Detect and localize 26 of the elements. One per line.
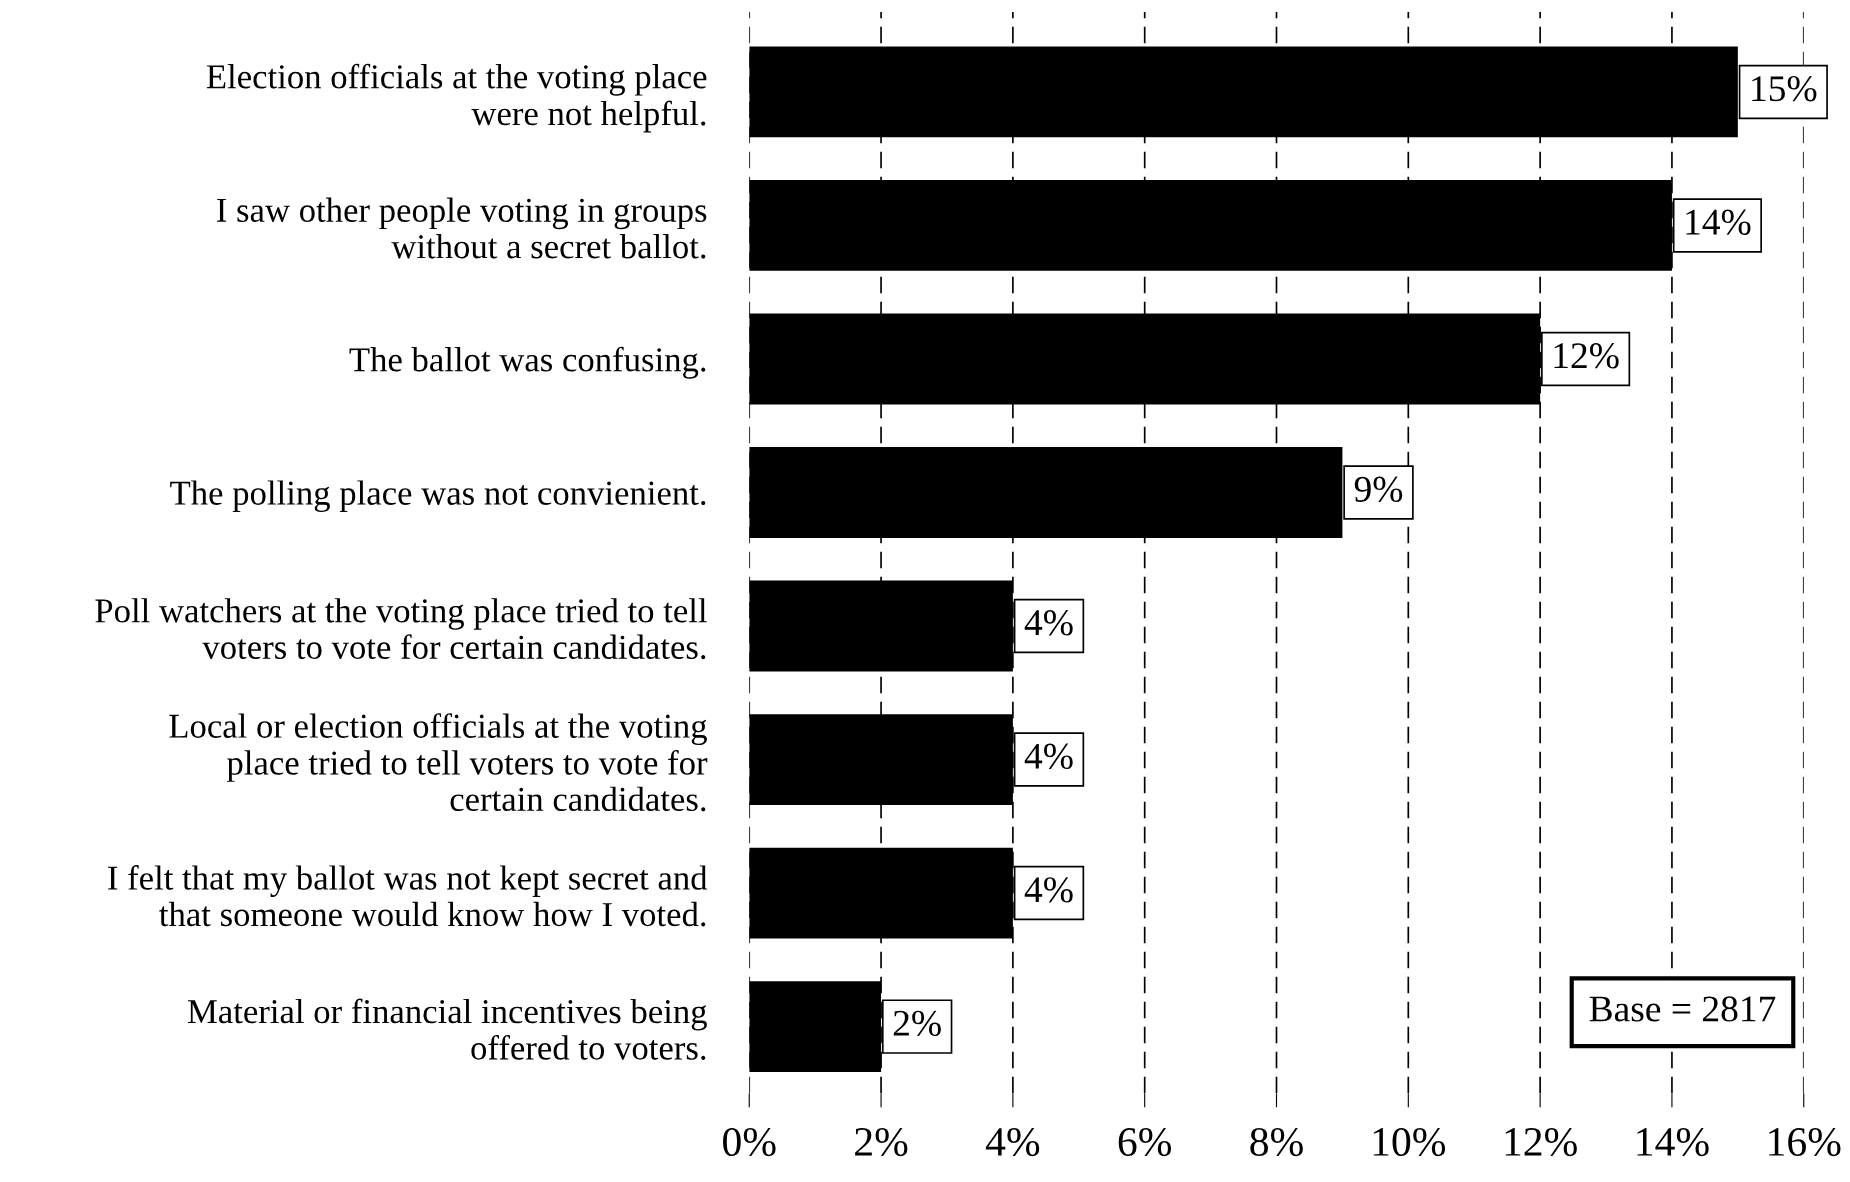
x-tick-label: 10% (1373, 1127, 1446, 1157)
x-tick-label: 4% (985, 1127, 1040, 1157)
x-tick-label: 6% (1118, 1127, 1172, 1157)
x-tick-label: 8% (1250, 1127, 1303, 1157)
data-label: 4% (1024, 743, 1073, 770)
x-tick-label: 2% (855, 1127, 908, 1157)
x-tick-label: 16% (1769, 1127, 1841, 1157)
data-label: 12% (1554, 343, 1619, 369)
y-tick-label: The ballot was confusing. (349, 346, 706, 379)
y-tick-label: Material or financial incentives being offered to voters. (187, 998, 707, 1060)
data-label: 9% (1354, 476, 1403, 503)
x-tick-label: 12% (1505, 1127, 1577, 1157)
y-tick-label: Poll watchers at the voting place tried to tell voters to vote for certain candidates. (95, 598, 707, 660)
data-label: 15% (1752, 76, 1817, 102)
annotation: Base = 2817 (1589, 996, 1776, 1022)
data-label: 4% (1024, 877, 1073, 903)
y-tick-label: I felt that my ballot was not kept secret and that someone would know how I voted. (108, 865, 708, 927)
data-label: 14% (1686, 209, 1751, 235)
data-label: 2% (893, 1010, 941, 1037)
y-tick-label: Election officials at the voting place were not helpful. (206, 63, 707, 133)
y-tick-label: Local or election officials at the voting place tried to tell voters to vote for certain candidates. (169, 713, 708, 812)
y-tick-label: The polling place was not convienient. (170, 480, 706, 513)
x-tick-label: 0% (723, 1127, 776, 1157)
data-label: 4% (1024, 610, 1073, 636)
x-tick-label: 14% (1637, 1127, 1709, 1157)
y-tick-label: I saw other people voting in groups without a secret ballot. (217, 197, 707, 259)
